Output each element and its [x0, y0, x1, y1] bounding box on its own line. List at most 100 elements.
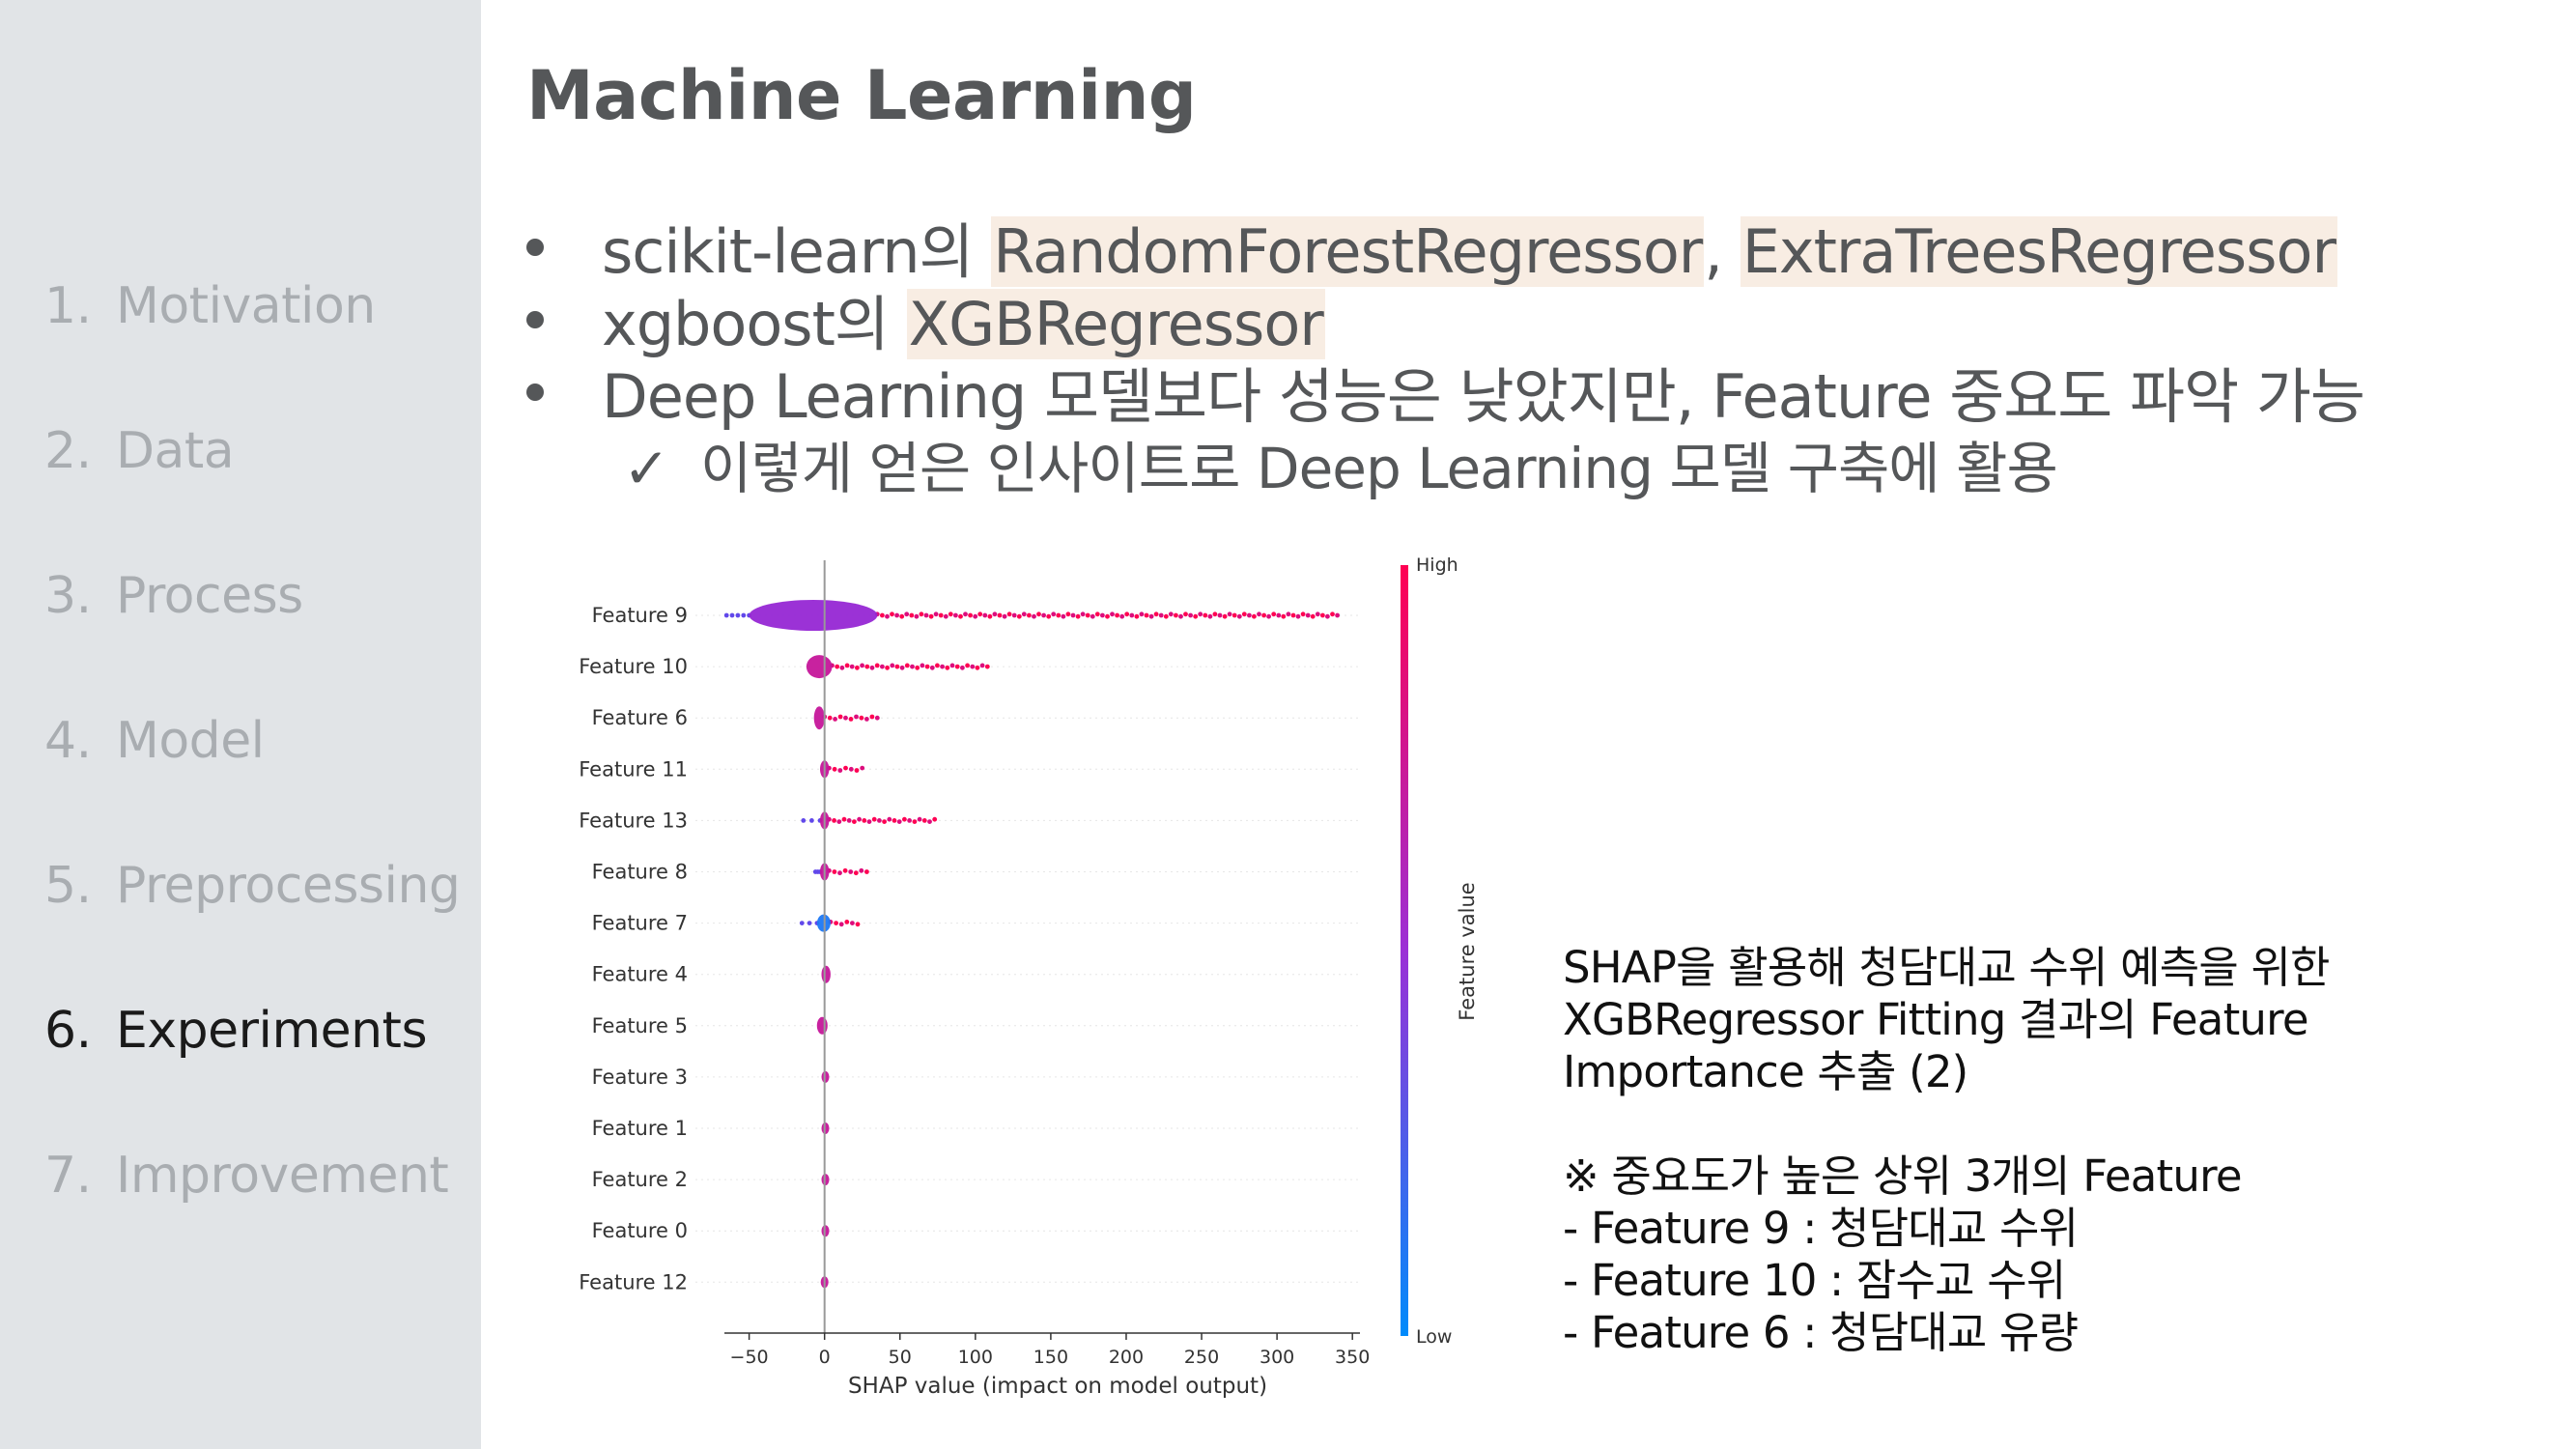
shap-point	[977, 611, 983, 617]
shap-point	[882, 819, 887, 824]
colorbar-axis-label: Feature value	[1456, 882, 1479, 1020]
shap-point	[1227, 611, 1232, 617]
shap-point	[799, 921, 805, 925]
shap-point	[963, 611, 968, 617]
colorbar-high-label: High	[1416, 554, 1458, 576]
nav-label: Motivation	[116, 277, 376, 335]
nav-item-model[interactable]: 4. Model	[44, 712, 265, 770]
sidebar-nav: 1. Motivation 2. Data 3. Process 4. Model 5.…	[0, 0, 481, 1449]
shap-point	[890, 611, 894, 617]
shap-point	[1252, 613, 1257, 619]
x-tick-label: 0	[819, 1347, 831, 1368]
shap-point	[837, 714, 843, 720]
feature-label: Feature 7	[592, 912, 688, 935]
shap-point	[869, 665, 875, 670]
note-line: Importance 추출 (2)	[1563, 1046, 1968, 1097]
feature-label: Feature 11	[579, 757, 688, 781]
shap-point	[1305, 612, 1311, 618]
nav-label: Experiments	[116, 1002, 428, 1060]
sub-bullet-text: 이렇게 얻은 인사이트로 Deep Learning 모델 구축에 활용	[700, 436, 2058, 501]
shap-point	[1070, 612, 1076, 618]
shap-point	[992, 611, 998, 617]
nav-label: Improvement	[116, 1147, 449, 1205]
shap-point	[1281, 613, 1287, 619]
feature-row-marks	[816, 1016, 828, 1035]
shap-point	[914, 613, 920, 619]
shap-density	[806, 655, 833, 679]
x-tick-label: 350	[1335, 1347, 1370, 1368]
shap-point	[927, 819, 932, 824]
shap-point	[953, 612, 958, 618]
nav-item-data[interactable]: 2. Data	[44, 422, 235, 480]
shap-point	[1085, 612, 1090, 618]
nav-item-improvement[interactable]: 7. Improvement	[44, 1147, 449, 1205]
shap-point	[864, 717, 869, 722]
shap-point	[917, 816, 922, 822]
shap-point	[864, 869, 869, 874]
shap-point	[1300, 611, 1306, 617]
nav-number: 5.	[44, 857, 92, 915]
feature-label: Feature 2	[592, 1168, 688, 1191]
shap-point	[1041, 612, 1046, 618]
shap-point	[827, 715, 833, 721]
shap-point	[987, 613, 993, 619]
shap-point	[735, 612, 741, 618]
nav-number: 7.	[44, 1147, 92, 1205]
shap-point	[832, 766, 837, 772]
shap-point	[973, 613, 978, 619]
shap-point	[949, 663, 955, 668]
shap-point	[945, 665, 950, 670]
shap-point	[1193, 613, 1199, 619]
nav-item-preprocessing[interactable]: 5. Preprocessing	[44, 857, 461, 915]
shap-point	[1335, 612, 1340, 618]
note-line: SHAP을 활용해 청담대교 수위 예측을 위한	[1563, 942, 2330, 993]
shap-point	[1129, 612, 1135, 618]
shap-point	[1065, 611, 1071, 617]
shap-point	[902, 816, 907, 822]
shap-point	[834, 921, 838, 925]
shap-point	[885, 613, 890, 619]
nav-item-motivation[interactable]: 1. Motivation	[44, 277, 376, 335]
shap-point	[837, 768, 843, 773]
feature-label: Feature 13	[579, 809, 688, 832]
shap-point	[880, 612, 885, 618]
nav-number: 6.	[44, 1002, 92, 1060]
shap-point	[862, 818, 867, 823]
shap-point	[874, 715, 880, 721]
shap-point	[869, 714, 875, 720]
shap-point	[852, 819, 857, 824]
shap-point	[1290, 612, 1296, 618]
shap-point	[1075, 613, 1081, 619]
shap-point	[1310, 613, 1316, 619]
shap-point	[832, 869, 837, 874]
feature-row-marks	[799, 914, 861, 932]
row-grid-lines	[695, 614, 1360, 1283]
nav-label: Preprocessing	[116, 857, 461, 915]
shap-point	[1261, 612, 1266, 618]
nav-item-experiments[interactable]: 6. Experiments	[44, 1002, 428, 1060]
shap-point	[1222, 613, 1228, 619]
feature-label: Feature 0	[592, 1219, 688, 1242]
nav-item-process[interactable]: 3. Process	[44, 567, 303, 625]
highlight-xgb: XGBRegressor	[906, 289, 1325, 359]
nav-number: 3.	[44, 567, 92, 625]
shap-point	[1158, 612, 1164, 618]
feature-label: Feature 4	[592, 963, 688, 986]
shap-point	[848, 717, 854, 722]
shap-point	[1217, 612, 1223, 618]
shap-point	[1006, 611, 1012, 617]
shap-point	[915, 665, 920, 670]
shap-point	[938, 612, 944, 618]
highlight-extra-trees: ExtraTreesRegressor	[1740, 216, 2337, 287]
shap-point	[1115, 612, 1119, 618]
shap-point	[1144, 612, 1149, 618]
shap-marks	[723, 600, 1340, 1289]
shap-point	[933, 611, 939, 617]
shap-point	[1295, 613, 1301, 619]
shap-point	[1247, 612, 1252, 618]
shap-point	[866, 819, 872, 824]
shap-point	[1032, 613, 1036, 619]
shap-point	[1110, 611, 1115, 617]
shap-point	[1330, 611, 1335, 617]
